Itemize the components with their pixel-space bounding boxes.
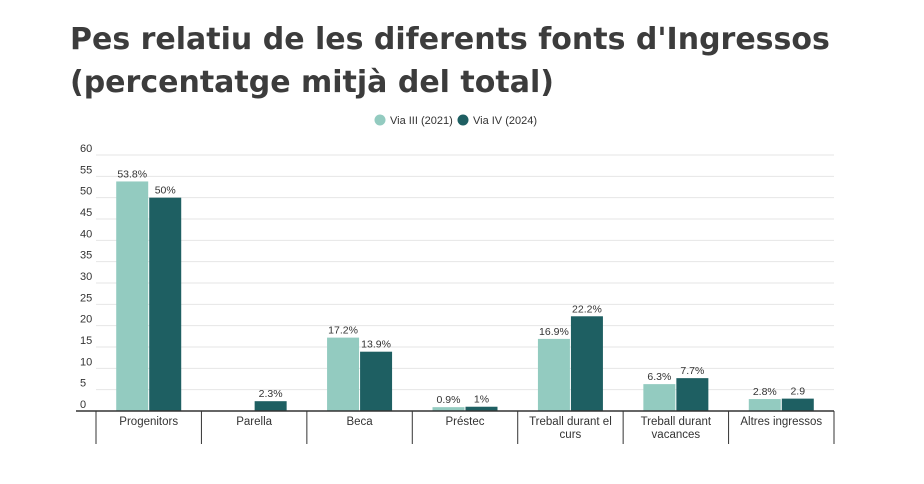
y-tick-label: 40 (80, 228, 92, 240)
x-category-label-line: Treball durant (641, 416, 712, 428)
y-tick-label: 20 (80, 314, 92, 326)
x-category-label: Préstec (446, 416, 485, 428)
bar-series-1-cat-6[interactable] (643, 384, 676, 411)
x-category-label-line: Altres ingressos (740, 416, 822, 428)
bar-series-2-cat-4[interactable] (465, 406, 498, 411)
y-tick-label: 55 (80, 164, 92, 176)
gridlines (96, 154, 834, 391)
x-category-label-line: vacances (652, 429, 701, 441)
data-label: 0.9% (437, 394, 461, 406)
legend-label: Via IV (2024) (473, 115, 537, 127)
data-label: 22.2% (572, 303, 602, 315)
chart-title-line-1: Pes relatiu de les diferents fonts d'Ing… (70, 22, 830, 57)
legend-swatch (374, 114, 386, 126)
y-tick-label: 5 (80, 378, 86, 390)
data-label: 2.9 (790, 386, 805, 398)
x-category-label-line: Progenitors (119, 416, 178, 428)
bar-series-2-cat-3[interactable] (360, 351, 393, 411)
y-tick-label: 60 (80, 143, 92, 155)
y-tick-label: 0 (80, 399, 86, 411)
data-label: 2.8% (753, 386, 777, 398)
bar-series-2-cat-6[interactable] (676, 378, 709, 411)
y-tick-label: 45 (80, 207, 92, 219)
bar-series-1-cat-3[interactable] (327, 337, 360, 411)
x-category-label: Treball durant vacances (641, 416, 712, 441)
bar-series-2-cat-1[interactable] (149, 197, 182, 411)
y-axis: 0 5 10 15 20 25 30 35 40 45 50 55 60 (80, 143, 92, 411)
legend: Via III (2021) Via IV (2024) (374, 114, 538, 128)
data-label: 53.8% (117, 168, 147, 180)
bars: 53.8% 50% 2.3% 17.2%13.9% 0.9% 1% 16.9%22.2% 6.… (116, 168, 814, 411)
bar-series-1-cat-1[interactable] (116, 181, 149, 411)
data-label: 16.9% (539, 326, 569, 338)
x-category-label: Treball durant el curs (529, 416, 612, 441)
legend-item-1[interactable]: Via III (2021) (374, 114, 453, 128)
x-category-label-line: Préstec (446, 416, 485, 428)
chart-title-line-2: (percentatge mitjà del total) (70, 65, 554, 100)
y-tick-label: 30 (80, 271, 92, 283)
x-category-label: Beca (346, 416, 373, 428)
y-tick-label: 35 (80, 250, 92, 262)
chart-title: Pes relatiu de les diferents fonts d'Ing… (70, 18, 870, 104)
x-category-label-line: Parella (236, 416, 272, 428)
y-tick-label: 10 (80, 356, 92, 368)
bar-series-1-cat-5[interactable] (537, 338, 570, 411)
data-label: 17.2% (328, 325, 358, 337)
x-category-label: Parella (236, 416, 272, 428)
bar-series-2-cat-7[interactable] (781, 398, 814, 411)
x-category-label: Altres ingressos (740, 416, 822, 428)
x-category-label-line: Beca (346, 416, 373, 428)
data-label: 6.3% (647, 371, 671, 383)
x-category-label-line: curs (560, 429, 582, 441)
bar-series-2-cat-5[interactable] (570, 316, 603, 411)
x-category-label: Progenitors (119, 416, 178, 428)
bar-series-1-cat-4[interactable] (432, 407, 465, 411)
data-label: 1% (474, 394, 489, 406)
data-label: 50% (155, 185, 176, 197)
legend-swatch (457, 114, 469, 126)
data-label: 7.7% (680, 365, 704, 377)
legend-label: Via III (2021) (390, 115, 453, 127)
legend-item-2[interactable]: Via IV (2024) (457, 114, 538, 128)
x-axis: Progenitors Parella Beca Préstec Treball dur… (76, 410, 835, 444)
bar-series-2-cat-2[interactable] (254, 401, 287, 411)
y-tick-label: 15 (80, 335, 92, 347)
y-tick-label: 50 (80, 186, 92, 198)
bar-series-1-cat-7[interactable] (748, 399, 781, 411)
data-label: 2.3% (259, 388, 283, 400)
y-tick-label: 25 (80, 292, 92, 304)
x-category-label-line: Treball durant el (529, 416, 612, 428)
data-label: 13.9% (361, 339, 391, 351)
